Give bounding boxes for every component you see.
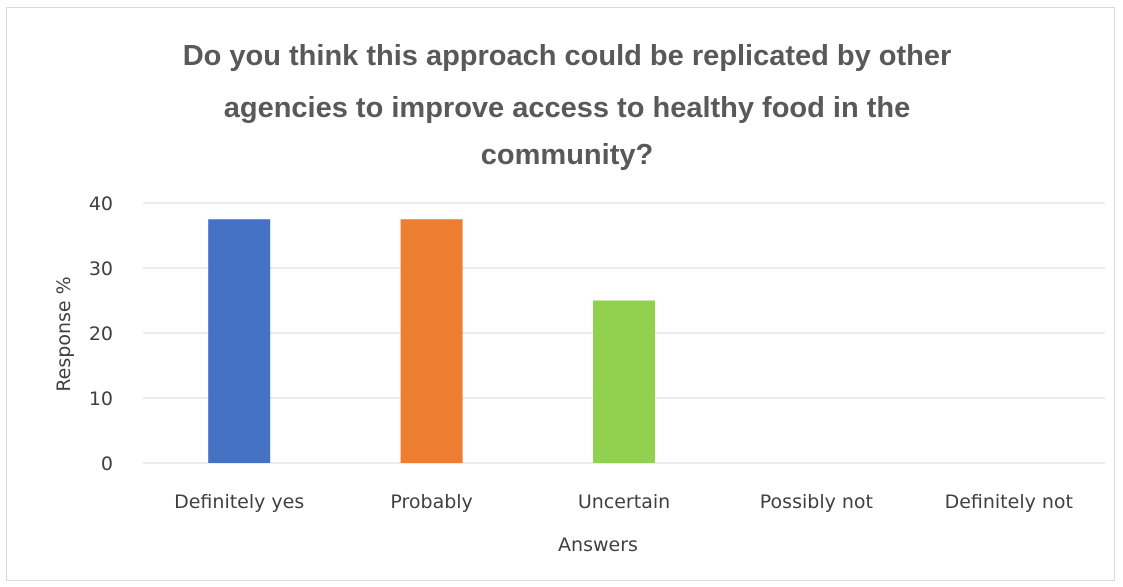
x-tick-label: Definitely yes	[174, 491, 304, 513]
bar-probably	[400, 219, 463, 463]
y-tick-label: 0	[101, 453, 113, 475]
x-tick-label: Possibly not	[760, 491, 873, 513]
y-axis-ticks: 0 10 20 30 40	[89, 193, 113, 475]
x-tick-label: Uncertain	[578, 491, 670, 513]
bar-definitely-yes	[208, 219, 271, 463]
y-tick-label: 10	[89, 388, 113, 410]
y-tick-label: 30	[89, 258, 113, 280]
x-tick-label: Probably	[390, 491, 472, 513]
chart-title-line-3: community?	[481, 139, 653, 171]
x-tick-label: Definitely not	[945, 491, 1073, 513]
bar-uncertain	[593, 300, 655, 463]
x-axis-ticks: Definitely yes Probably Uncertain Possibly …	[174, 491, 1073, 513]
chart-frame	[6, 7, 1115, 581]
x-axis-title: Answers	[558, 534, 638, 556]
chart-title-line-1: Do you think this approach could be repl…	[183, 40, 952, 72]
bars	[208, 219, 655, 463]
y-tick-label: 20	[89, 323, 113, 345]
y-tick-label: 40	[89, 193, 113, 215]
chart-title: Do you think this approach could be repl…	[183, 40, 952, 171]
chart-title-line-2: agencies to improve access to healthy fo…	[224, 92, 911, 124]
y-axis-title: Response %	[53, 276, 75, 391]
